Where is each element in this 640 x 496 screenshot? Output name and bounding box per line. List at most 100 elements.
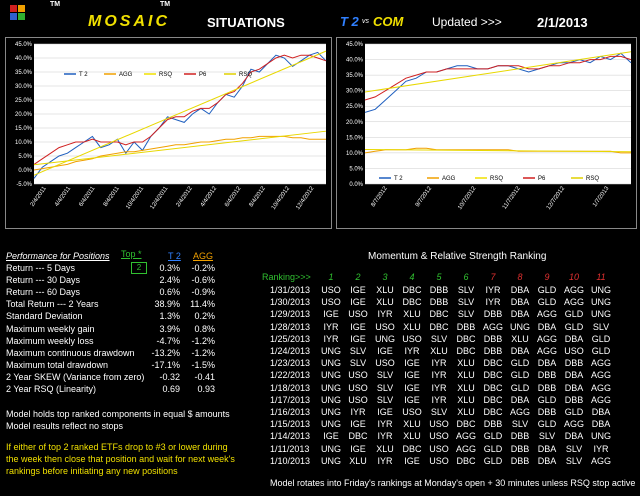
warning-line-3: rankings before initiating any new posit… <box>6 466 178 476</box>
perf-row-label: 2 Year SKEW (Variance from zero) <box>6 371 145 382</box>
rank-cell: DBC <box>483 407 503 417</box>
rank-row-date: 1/11/2013 <box>270 443 310 454</box>
rank-cell: DBB <box>537 370 557 381</box>
y-tick-label: 20.0% <box>346 120 364 126</box>
rank-row-date: 1/30/2013 <box>270 297 311 308</box>
rank-cell: UNG <box>321 370 341 381</box>
rank-cell: XLU <box>403 309 421 320</box>
rank-cell: DBA <box>537 455 557 466</box>
rank-cell: IYR <box>323 333 339 344</box>
x-tick-label: 1/7/2013 <box>592 185 611 208</box>
legend-label: RSQ <box>490 176 503 182</box>
rank-cell: AGG <box>563 297 584 308</box>
col-t2-header: T 2 <box>168 251 181 261</box>
perf-row-agg: 0.2% <box>194 311 215 322</box>
trademark-2: TM <box>160 1 171 8</box>
rank-cell: GLD <box>483 431 503 442</box>
rank-cell: DBC <box>483 394 503 405</box>
rank-cell: XLU <box>376 443 394 454</box>
rank-cell: USO <box>375 358 395 369</box>
rank-cell: DBA <box>510 309 530 320</box>
top-value-input[interactable]: 2 <box>131 262 147 274</box>
rank-col-6: 6 <box>463 272 469 282</box>
x-tick-label: 12/4/2012 <box>295 185 316 211</box>
perf-row-t2: 1.3% <box>159 311 180 322</box>
plot-area <box>365 44 631 184</box>
rank-cell: AGG <box>590 370 611 381</box>
rank-cell: USO <box>564 346 584 356</box>
rank-cell: DBB <box>429 297 449 308</box>
rank-cell: DBC <box>483 358 503 369</box>
perf-row-label: Maximum weekly loss <box>6 335 94 346</box>
rank-cell: DBC <box>456 455 476 466</box>
rank-cell: USO <box>375 321 395 332</box>
rank-cell: GLD <box>564 407 584 417</box>
perf-row-t2: 3.9% <box>159 323 180 334</box>
rank-row-date: 1/29/2013 <box>270 309 311 320</box>
rank-cell: DBA <box>564 431 584 442</box>
right-chart-panel: 45.0% 40.0% 35.0% 30.0% 25.0% 20.0% 15.0% 10.0%… <box>336 37 637 229</box>
rank-cell: IGE <box>404 382 420 393</box>
x-tick-label: 10/4/2011 <box>125 185 145 210</box>
perf-row-agg: -1.2% <box>191 335 215 346</box>
rank-cell: AGG <box>455 431 476 442</box>
perf-row-t2: 0.3% <box>159 263 180 273</box>
perf-row-t2: 0.69 <box>162 384 180 394</box>
legend-label: T 2 <box>79 72 88 78</box>
rank-cell: USO <box>402 333 422 344</box>
rank-cell: USO <box>348 370 368 381</box>
rank-cell: GLD <box>591 346 611 356</box>
x-tick-label: 9/7/2012 <box>415 185 434 208</box>
rank-cell: DBC <box>483 370 503 381</box>
rank-row-date: 1/28/2013 <box>270 321 311 332</box>
rank-cell: GLD <box>510 382 530 393</box>
rank-cell: DBC <box>402 443 422 454</box>
rank-row-date: 1/24/2013 <box>270 346 311 356</box>
situations-title: SITUATIONS <box>207 15 285 30</box>
rank-row-date: 1/22/2013 <box>270 370 311 381</box>
rank-cell: IGE <box>350 419 366 430</box>
rank-row-date: 1/15/2013 <box>270 419 311 430</box>
rank-col-9: 9 <box>544 272 550 282</box>
y-tick-label: 15.0% <box>346 135 364 141</box>
perf-row-t2: -0.32 <box>159 371 180 382</box>
rank-row-date: 1/31/2013 <box>270 285 311 295</box>
rank-cell: SLV <box>565 443 583 454</box>
x-tick-label: 12/7/2012 <box>546 185 567 211</box>
x-tick-label: 4/4/2012 <box>200 185 219 208</box>
rank-cell: DBA <box>564 370 584 381</box>
rank-cell: AGG <box>563 419 584 430</box>
rank-cell: DBA <box>537 443 557 454</box>
rank-cell: DBB <box>510 431 530 442</box>
rank-col-3: 3 <box>382 272 388 282</box>
trademark-1: TM <box>50 1 61 8</box>
rank-cell: USO <box>429 443 449 454</box>
x-tick-label: 8/4/2011 <box>103 185 121 208</box>
rank-cell: DBB <box>510 455 530 466</box>
perf-row-label: 2 Year RSQ (Linearity) <box>6 384 97 394</box>
rank-cell: IYR <box>377 419 393 430</box>
rank-cell: UNG <box>321 443 341 454</box>
rank-col-8: 8 <box>517 272 523 282</box>
rank-cell: GLD <box>537 285 557 295</box>
x-tick-label: 12/4/2011 <box>150 185 170 210</box>
perf-row-agg: 0.93 <box>197 384 215 394</box>
rank-row-date: 1/16/2013 <box>270 407 311 417</box>
rank-cell: IYR <box>404 346 420 356</box>
updated-date: 2/1/2013 <box>537 15 588 30</box>
ranking-footer: Model rotates into Friday's rankings at … <box>270 478 636 488</box>
rank-cell: AGG <box>536 309 557 320</box>
rank-cell: DBA <box>510 394 530 405</box>
rank-cell: DBA <box>564 382 584 393</box>
x-tick-label: 8/7/2012 <box>370 185 389 208</box>
rank-cell: USO <box>348 382 368 393</box>
perf-row-agg: -0.2% <box>191 263 215 273</box>
rsq-trend-line <box>364 51 632 93</box>
rank-cell: AGG <box>455 443 476 454</box>
rank-cell: GLD <box>483 443 503 454</box>
rank-cell: DBC <box>456 419 476 430</box>
rank-cell: USO <box>321 297 341 308</box>
rank-cell: USO <box>321 285 341 295</box>
perf-row-label: Maximum total drawdown <box>6 359 109 370</box>
rank-row-date: 1/23/2013 <box>270 358 311 369</box>
